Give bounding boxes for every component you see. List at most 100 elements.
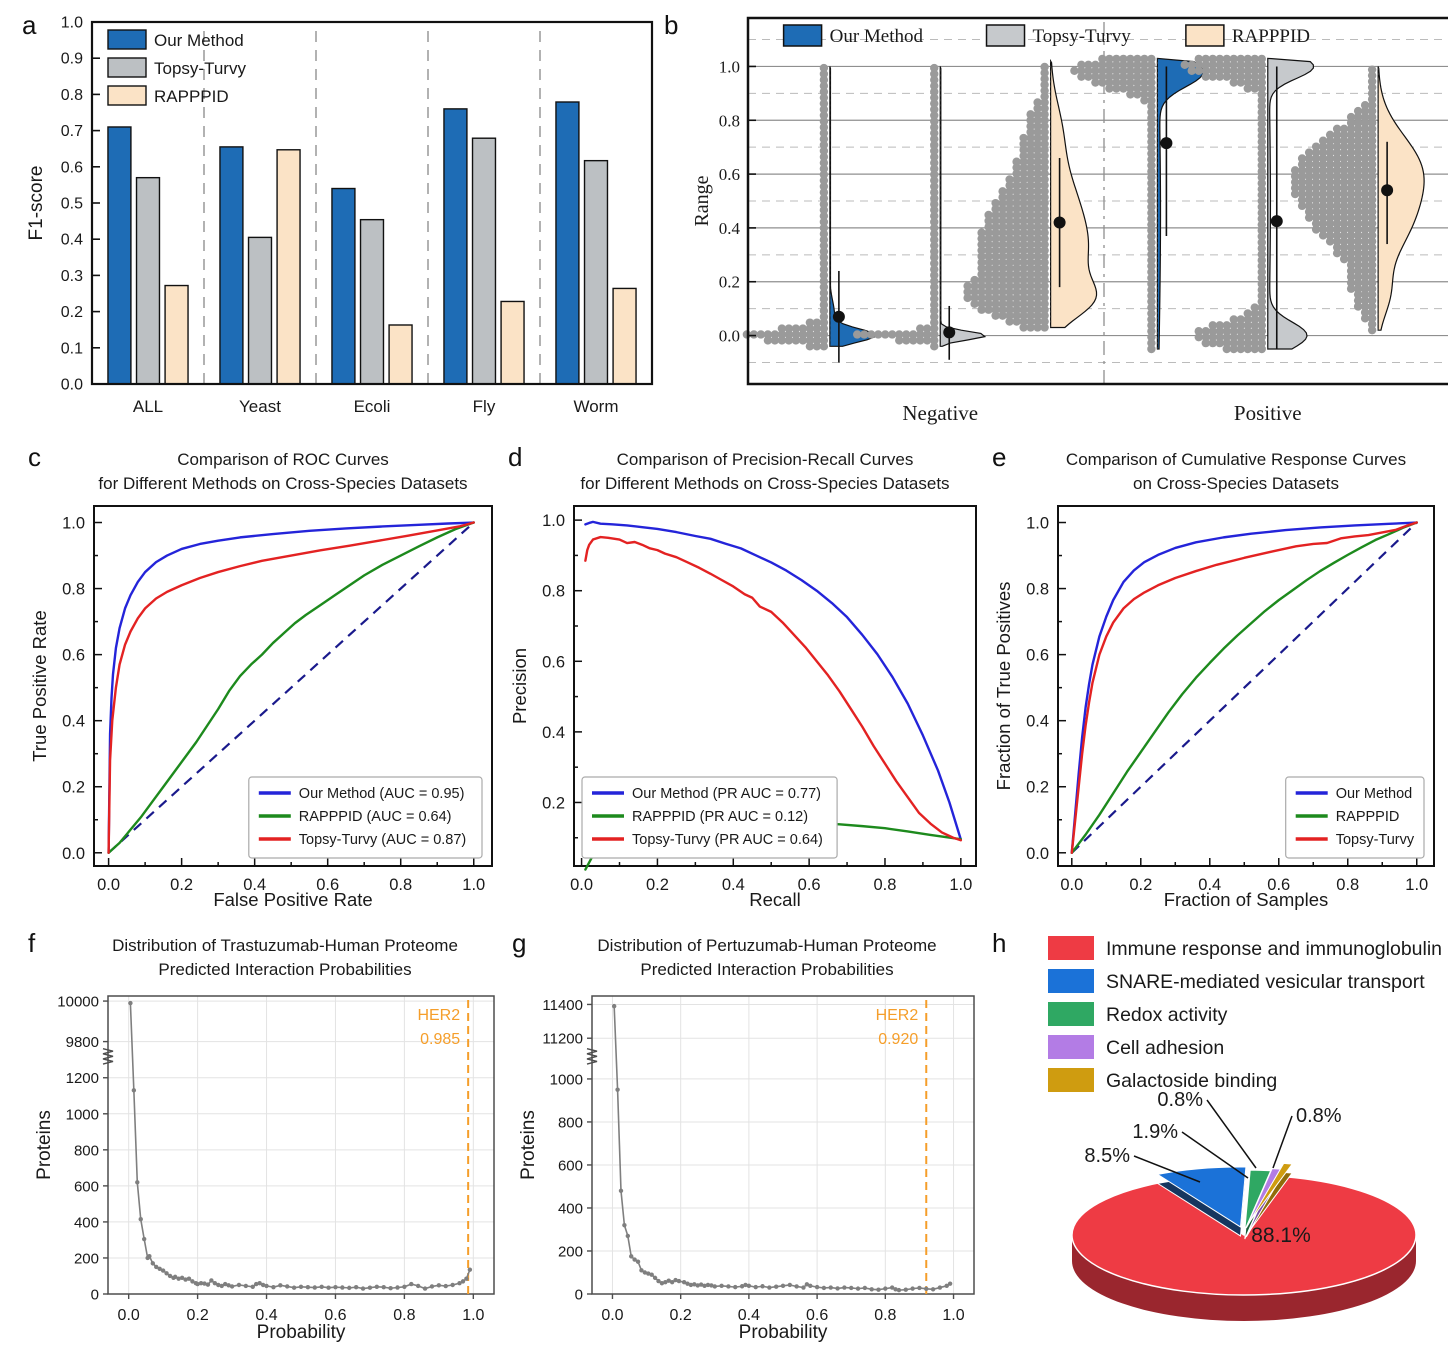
chart-title-pertuzumab: Distribution of Pertuzumab-Human Proteom…: [597, 936, 937, 979]
svg-text:1.0: 1.0: [542, 512, 565, 530]
svg-text:RAPPPID: RAPPPID: [154, 87, 229, 106]
svg-text:0.8: 0.8: [1026, 581, 1049, 599]
svg-text:600: 600: [74, 1178, 99, 1195]
svg-text:0.4: 0.4: [738, 1307, 760, 1324]
panel-letter-e: e: [992, 442, 1007, 472]
svg-text:0.8: 0.8: [61, 87, 83, 104]
svg-text:1.0: 1.0: [462, 1307, 484, 1324]
svg-text:0.8: 0.8: [1336, 876, 1359, 894]
svg-text:Ecoli: Ecoli: [354, 397, 391, 416]
svg-text:0.2: 0.2: [670, 1307, 692, 1324]
svg-text:Topsy-Turvy (PR AUC = 0.64): Topsy-Turvy (PR AUC = 0.64): [632, 832, 823, 848]
svg-text:0.0: 0.0: [61, 377, 83, 394]
svg-text:Our Method: Our Method: [154, 31, 244, 50]
svg-text:Precision: Precision: [509, 648, 530, 724]
svg-text:800: 800: [74, 1142, 99, 1159]
svg-text:0.6: 0.6: [61, 159, 83, 176]
svg-text:8.5%: 8.5%: [1084, 1145, 1130, 1167]
svg-text:Topsy-Turvy: Topsy-Turvy: [1033, 26, 1132, 47]
svg-text:Redox activity: Redox activity: [1106, 1004, 1228, 1026]
svg-text:1.9%: 1.9%: [1132, 1121, 1178, 1143]
svg-text:Probability: Probability: [257, 1322, 346, 1343]
panel-letter-b: b: [664, 10, 679, 40]
svg-text:0: 0: [91, 1287, 99, 1304]
panel-letter-f: f: [28, 928, 36, 958]
svg-text:0.0: 0.0: [97, 876, 120, 894]
svg-text:0.8: 0.8: [542, 583, 565, 601]
svg-text:0.6: 0.6: [806, 1307, 828, 1324]
svg-text:0: 0: [575, 1287, 583, 1304]
svg-text:0.0: 0.0: [118, 1307, 140, 1324]
svg-text:Yeast: Yeast: [239, 397, 281, 416]
svg-text:0.4: 0.4: [1198, 876, 1221, 894]
cumulative-response-chart: 0.0 0.2 0.4 0.6 0.8 1.0 0.0 0.2 0.4 0.6 0.8 1.0 Our …: [993, 505, 1435, 910]
svg-text:1000: 1000: [66, 1106, 99, 1123]
chart-title-trastuzumab: Distribution of Trastuzumab-Human Proteo…: [112, 936, 458, 979]
svg-text:0.8%: 0.8%: [1157, 1089, 1203, 1111]
svg-text:1.0: 1.0: [1026, 515, 1049, 533]
svg-text:1.0: 1.0: [1405, 876, 1428, 894]
svg-text:Probability: Probability: [739, 1322, 828, 1343]
svg-text:0.985: 0.985: [420, 1031, 460, 1048]
svg-text:0.4: 0.4: [719, 219, 741, 238]
svg-text:0.0: 0.0: [1060, 876, 1083, 894]
svg-text:0.3: 0.3: [61, 268, 83, 285]
svg-text:Fly: Fly: [473, 397, 496, 416]
svg-text:RAPPPID (PR AUC = 0.12): RAPPPID (PR AUC = 0.12): [632, 809, 808, 825]
panel-letter-g: g: [512, 928, 527, 958]
svg-text:0.0: 0.0: [62, 845, 85, 863]
svg-text:9800: 9800: [66, 1034, 99, 1051]
svg-text:1.0: 1.0: [61, 15, 83, 32]
svg-text:Cell adhesion: Cell adhesion: [1106, 1037, 1224, 1059]
svg-text:0.8: 0.8: [874, 1307, 896, 1324]
svg-text:0.2: 0.2: [1129, 876, 1152, 894]
svg-text:Our Method (PR AUC = 0.77): Our Method (PR AUC = 0.77): [632, 786, 821, 802]
pertuzumab-distribution-chart: HER2 0.920 0.0 0.2 0.4 0.6 0.8 1.0 0 200 400 600 800…: [518, 995, 975, 1343]
panel-a: a 0.0 0.1 0.2 0.3 0.4 0.5 0.6 0.7 0.8 0.9 1.0 ALL Ye…: [22, 12, 662, 432]
svg-text:0.0: 0.0: [1026, 845, 1049, 863]
panel-g: g Distribution of Pertuzumab-Human Prote…: [512, 930, 990, 1354]
svg-text:0.1: 0.1: [61, 340, 83, 357]
pie-chart-functional-categories: Immune response and immunoglobulin SNARE-…: [1048, 936, 1442, 1321]
svg-text:0.8: 0.8: [874, 876, 897, 894]
svg-text:88.1%: 88.1%: [1251, 1224, 1311, 1247]
chart-title-roc: Comparison of ROC Curves for Different M…: [98, 450, 468, 493]
svg-text:0.6: 0.6: [798, 876, 821, 894]
panel-b: b 0.0 0.2 0.4 0.6 0.8 1.0 Our Method Topsy-Turv…: [664, 12, 1448, 432]
svg-text:0.8%: 0.8%: [1296, 1105, 1342, 1127]
svg-text:0.2: 0.2: [1026, 779, 1049, 797]
svg-text:Topsy-Turvy: Topsy-Turvy: [1336, 832, 1415, 848]
svg-text:Recall: Recall: [749, 889, 800, 910]
svg-text:0.4: 0.4: [243, 876, 266, 894]
svg-text:Proteins: Proteins: [518, 1110, 539, 1180]
svg-text:Our Method (AUC = 0.95): Our Method (AUC = 0.95): [299, 786, 465, 802]
panel-h: h Immune response and immunoglobulin SNAR…: [992, 930, 1448, 1354]
svg-text:0.0: 0.0: [570, 876, 593, 894]
svg-text:0.9: 0.9: [61, 51, 83, 68]
svg-text:0.4: 0.4: [542, 724, 565, 742]
svg-text:200: 200: [74, 1250, 99, 1267]
svg-text:400: 400: [74, 1214, 99, 1231]
svg-text:RAPPPID: RAPPPID: [1232, 26, 1310, 47]
svg-text:200: 200: [558, 1243, 583, 1260]
svg-text:Negative: Negative: [902, 401, 978, 425]
svg-text:False Positive Rate: False Positive Rate: [213, 889, 372, 910]
svg-text:1.0: 1.0: [942, 1307, 964, 1324]
svg-text:0.4: 0.4: [255, 1307, 277, 1324]
svg-text:0.4: 0.4: [722, 876, 745, 894]
svg-text:ALL: ALL: [133, 397, 163, 416]
svg-text:HER2: HER2: [417, 1007, 460, 1024]
svg-text:1.0: 1.0: [949, 876, 972, 894]
svg-text:0.2: 0.2: [186, 1307, 208, 1324]
svg-text:1.0: 1.0: [62, 515, 85, 533]
svg-text:1.0: 1.0: [719, 57, 740, 76]
svg-text:0.2: 0.2: [62, 779, 85, 797]
panel-letter-d: d: [508, 442, 523, 472]
svg-text:0.4: 0.4: [61, 232, 83, 249]
svg-text:HER2: HER2: [876, 1007, 919, 1024]
svg-text:0.8: 0.8: [719, 111, 740, 130]
svg-text:0.6: 0.6: [1026, 647, 1049, 665]
svg-text:0.8: 0.8: [389, 876, 412, 894]
svg-text:Topsy-Turvy (AUC = 0.87): Topsy-Turvy (AUC = 0.87): [299, 832, 466, 848]
svg-text:1000: 1000: [550, 1071, 583, 1088]
